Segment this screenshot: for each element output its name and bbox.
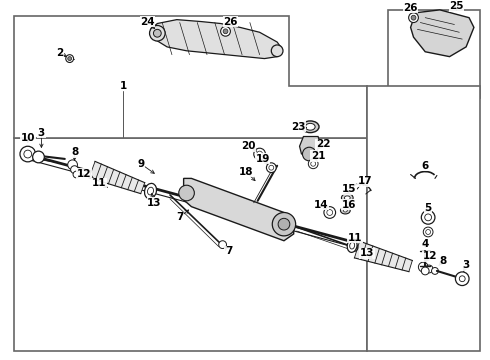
Text: 6: 6: [421, 161, 429, 171]
Polygon shape: [89, 161, 145, 194]
Circle shape: [257, 151, 263, 157]
Circle shape: [278, 218, 290, 230]
Circle shape: [71, 166, 78, 174]
Circle shape: [149, 26, 165, 41]
Text: 8: 8: [71, 147, 78, 157]
Text: 9: 9: [137, 159, 145, 169]
Circle shape: [418, 262, 428, 272]
Circle shape: [324, 207, 336, 218]
Circle shape: [425, 214, 432, 221]
Circle shape: [73, 171, 80, 178]
Circle shape: [271, 45, 283, 57]
Circle shape: [459, 276, 465, 282]
Text: 13: 13: [147, 198, 162, 208]
Bar: [14, 139, 367, 351]
Bar: [388, 10, 480, 98]
Circle shape: [66, 55, 74, 63]
Circle shape: [179, 185, 195, 201]
Polygon shape: [299, 136, 320, 154]
Text: 2: 2: [56, 48, 64, 58]
Text: 3: 3: [463, 260, 470, 270]
Text: 14: 14: [314, 200, 328, 210]
Text: 24: 24: [140, 17, 155, 27]
Ellipse shape: [301, 121, 319, 132]
Polygon shape: [354, 241, 412, 272]
Ellipse shape: [347, 239, 357, 252]
Circle shape: [350, 244, 358, 251]
Circle shape: [302, 147, 316, 161]
Circle shape: [68, 160, 77, 170]
Circle shape: [68, 57, 72, 60]
Ellipse shape: [341, 207, 350, 214]
Ellipse shape: [344, 196, 350, 200]
Circle shape: [267, 163, 276, 172]
Circle shape: [272, 212, 295, 236]
Circle shape: [153, 30, 161, 37]
Circle shape: [311, 161, 316, 166]
Text: 3: 3: [38, 127, 45, 138]
Text: 18: 18: [239, 167, 253, 177]
Text: 11: 11: [348, 233, 362, 243]
Text: 26: 26: [403, 3, 418, 13]
Ellipse shape: [145, 183, 156, 199]
Circle shape: [223, 29, 228, 34]
Text: 10: 10: [21, 134, 35, 144]
Circle shape: [409, 13, 418, 23]
Text: 19: 19: [255, 154, 270, 164]
Polygon shape: [411, 10, 474, 57]
Text: 23: 23: [292, 122, 306, 132]
Circle shape: [220, 26, 230, 36]
Text: 4: 4: [421, 239, 429, 249]
Text: 12: 12: [77, 168, 92, 179]
Text: 12: 12: [423, 251, 438, 261]
Text: 25: 25: [449, 1, 464, 11]
Circle shape: [425, 265, 433, 273]
Text: 15: 15: [342, 184, 357, 194]
Circle shape: [421, 211, 435, 224]
Circle shape: [308, 159, 318, 168]
Circle shape: [20, 146, 36, 162]
Circle shape: [426, 230, 431, 234]
Text: 21: 21: [311, 151, 325, 161]
Text: 1: 1: [120, 81, 127, 91]
Circle shape: [269, 165, 274, 170]
Circle shape: [33, 151, 44, 163]
Circle shape: [423, 227, 433, 237]
Text: 16: 16: [342, 200, 357, 210]
Text: 7: 7: [176, 212, 183, 222]
Text: 20: 20: [241, 141, 255, 151]
Ellipse shape: [305, 123, 315, 130]
Text: 8: 8: [439, 256, 446, 266]
Polygon shape: [150, 19, 282, 59]
Text: 7: 7: [225, 247, 232, 256]
Ellipse shape: [343, 209, 347, 212]
Circle shape: [24, 150, 32, 158]
Text: 5: 5: [424, 203, 432, 213]
Text: 11: 11: [92, 178, 106, 188]
Circle shape: [421, 267, 429, 275]
Ellipse shape: [342, 193, 353, 202]
Circle shape: [411, 15, 416, 20]
Circle shape: [327, 210, 333, 215]
Text: 22: 22: [316, 139, 330, 149]
Circle shape: [219, 241, 226, 248]
Ellipse shape: [350, 242, 355, 249]
Polygon shape: [14, 16, 367, 139]
Circle shape: [254, 148, 266, 160]
Polygon shape: [367, 86, 480, 351]
Circle shape: [455, 272, 469, 285]
Ellipse shape: [147, 187, 153, 195]
Text: 17: 17: [358, 176, 372, 186]
Polygon shape: [184, 179, 294, 241]
Circle shape: [432, 267, 439, 274]
Text: 13: 13: [360, 248, 374, 258]
Text: 26: 26: [223, 17, 238, 27]
